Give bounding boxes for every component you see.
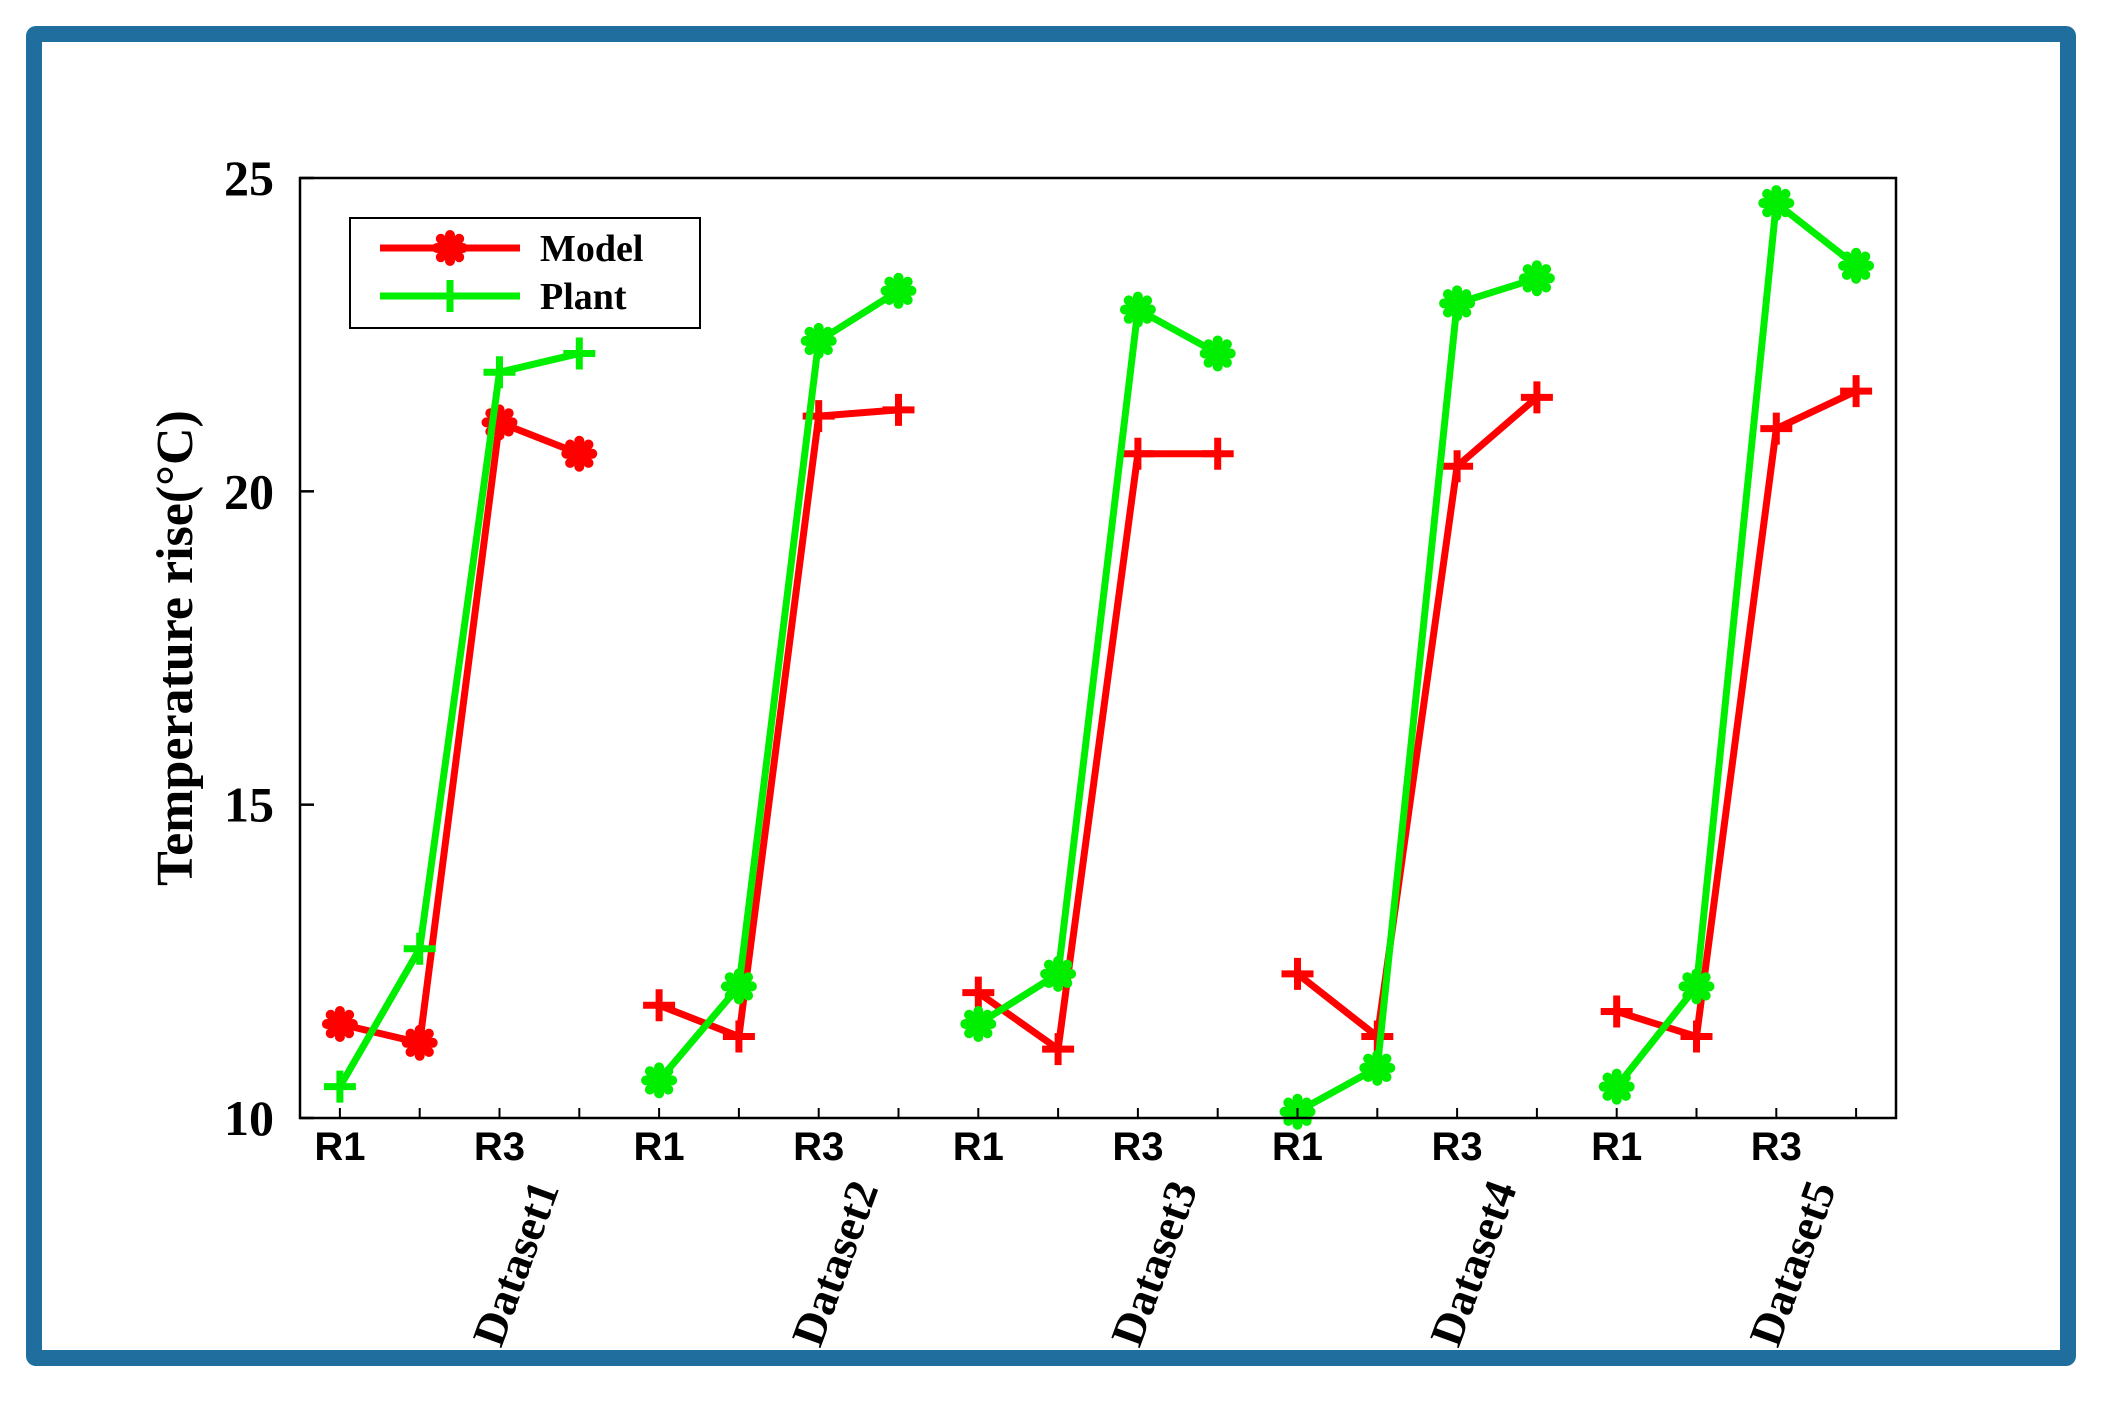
data-point — [1199, 335, 1236, 372]
data-point — [432, 230, 468, 266]
series-line — [976, 306, 1220, 1027]
x-tick-label: R3 — [1751, 1125, 1802, 1169]
series-line — [1295, 394, 1540, 1041]
series-line — [339, 418, 581, 1047]
data-point — [880, 272, 917, 309]
data-point — [1518, 260, 1555, 297]
legend-entry: Plant — [540, 276, 627, 318]
legend-entry: Model — [540, 228, 643, 270]
y-tick-label: 15 — [224, 777, 274, 833]
series-model — [321, 375, 1873, 1066]
data-point — [722, 1020, 755, 1053]
data-point — [962, 976, 995, 1009]
data-point — [401, 1024, 438, 1061]
data-point — [1680, 1020, 1713, 1053]
data-point — [1838, 247, 1875, 284]
data-point — [481, 404, 518, 441]
series-line — [336, 350, 581, 1089]
data-point — [800, 322, 837, 359]
data-point — [1359, 1049, 1396, 1086]
x-tick-label: R3 — [474, 1125, 525, 1169]
y-axis-title: Temperature rise(°C) — [147, 410, 204, 886]
series-line — [976, 450, 1218, 1053]
data-point — [1441, 450, 1474, 483]
dataset-group-label: Dataset2 — [782, 1174, 888, 1352]
series-line — [1295, 274, 1538, 1115]
series-plant — [323, 185, 1875, 1130]
data-point — [882, 393, 915, 426]
series-line — [656, 287, 901, 1083]
series-line — [1615, 387, 1858, 1041]
data-point — [1119, 291, 1156, 328]
data-point — [1598, 1068, 1635, 1105]
series-line — [1613, 199, 1859, 1089]
data-point — [1040, 955, 1077, 992]
x-tick-label: R1 — [953, 1125, 1004, 1169]
data-point — [1760, 412, 1793, 445]
data-point — [1520, 381, 1553, 414]
data-point — [1281, 957, 1314, 990]
y-tick-label: 10 — [224, 1090, 274, 1146]
data-point — [321, 1006, 358, 1042]
dataset-group-label: Dataset4 — [1420, 1174, 1526, 1352]
y-tick-label: 25 — [224, 150, 274, 206]
data-point — [1042, 1033, 1075, 1066]
data-point — [720, 968, 757, 1005]
dataset-group-label: Dataset1 — [462, 1174, 568, 1352]
dataset-group-label: Dataset3 — [1101, 1174, 1207, 1352]
x-tick-label: R1 — [1591, 1125, 1642, 1169]
x-tick-label: R1 — [634, 1125, 685, 1169]
data-point — [434, 280, 466, 312]
data-point — [1600, 995, 1633, 1028]
data-point — [1201, 437, 1234, 470]
x-tick-label: R3 — [793, 1125, 844, 1169]
data-point — [1439, 285, 1476, 322]
data-point — [561, 435, 598, 472]
data-point — [563, 337, 596, 370]
y-tick-label: 20 — [224, 463, 274, 519]
data-point — [1758, 185, 1795, 222]
data-point — [323, 1070, 356, 1103]
data-point — [643, 989, 676, 1022]
data-point — [403, 932, 436, 965]
legend-box — [349, 217, 701, 329]
plot-area — [298, 176, 1898, 1120]
x-tick-label: R3 — [1432, 1125, 1483, 1169]
legend: Model Plant — [349, 217, 701, 329]
x-tick-label: R3 — [1112, 1125, 1163, 1169]
data-point — [1678, 968, 1715, 1005]
data-point — [483, 356, 516, 389]
series-line — [657, 406, 899, 1041]
data-point — [960, 1006, 997, 1042]
dataset-group-label: Dataset5 — [1739, 1174, 1845, 1352]
x-tick-label: R1 — [314, 1125, 365, 1169]
data-point — [641, 1062, 678, 1099]
x-tick-label: R1 — [1272, 1125, 1323, 1169]
data-point — [1121, 437, 1154, 470]
data-point — [1840, 375, 1873, 408]
